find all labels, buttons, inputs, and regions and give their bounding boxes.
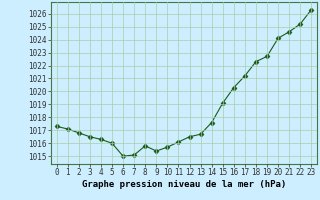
X-axis label: Graphe pression niveau de la mer (hPa): Graphe pression niveau de la mer (hPa) — [82, 180, 286, 189]
